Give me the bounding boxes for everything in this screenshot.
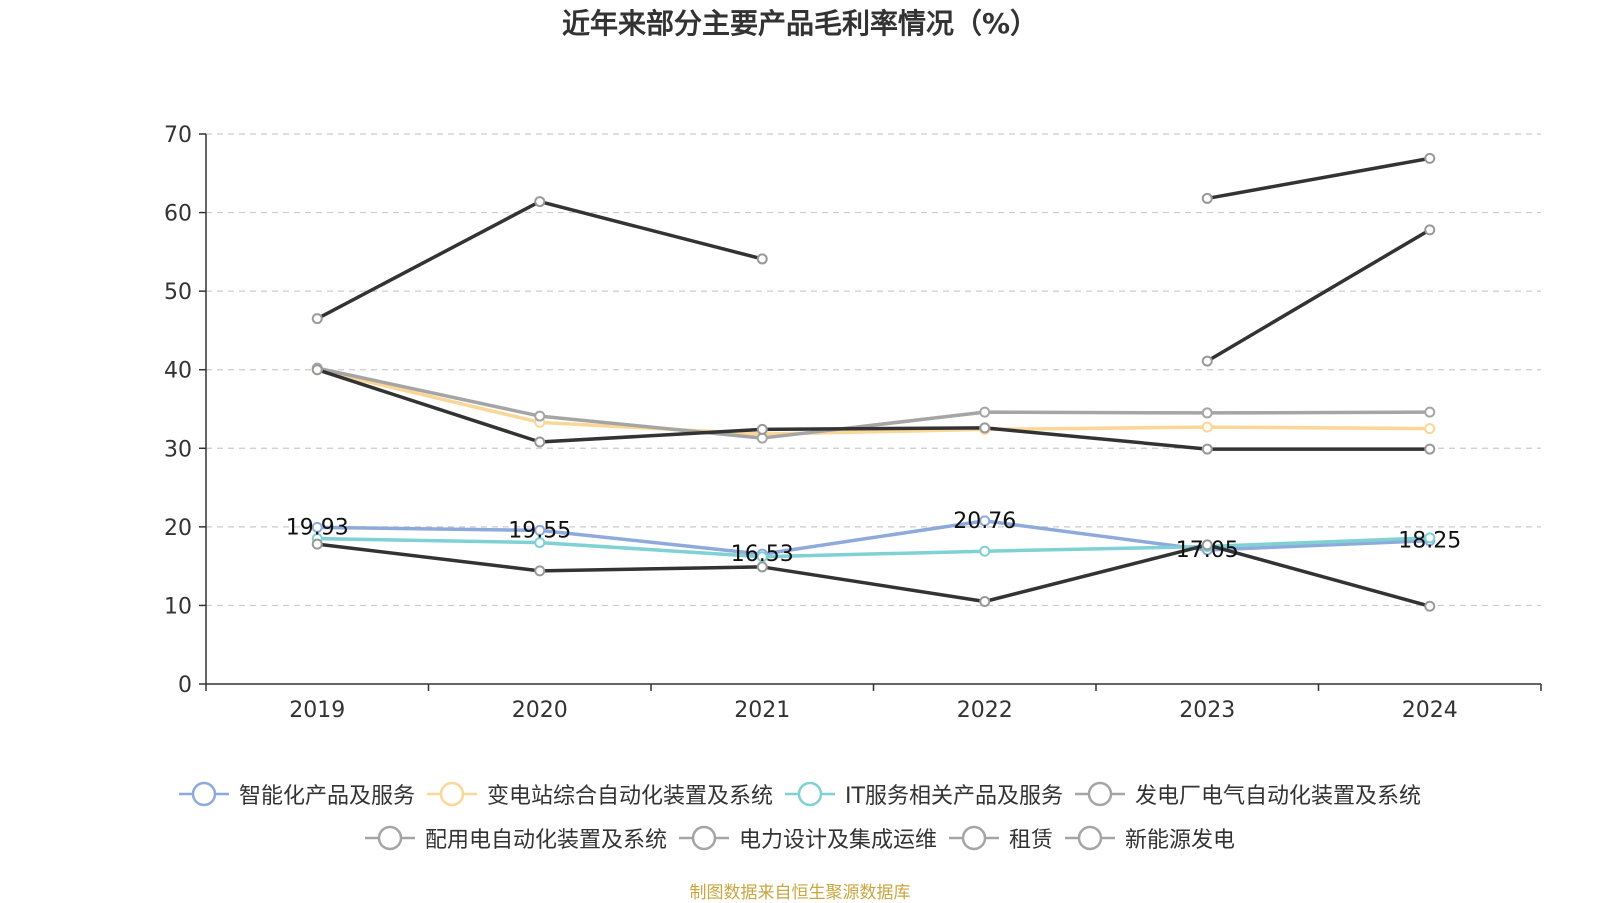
data-point bbox=[311, 364, 323, 376]
legend-label: 配用电自动化装置及系统 bbox=[424, 828, 667, 853]
legend-line-circle-icon bbox=[179, 781, 229, 807]
data-point bbox=[979, 406, 991, 418]
data-label: 19.93 bbox=[286, 515, 349, 540]
data-point bbox=[979, 422, 991, 434]
axes: 0 10 20 30 40 50 60 70 2019 2020 2021 2022 2023 2024 bbox=[164, 123, 1542, 723]
x-tick-label: 2019 bbox=[289, 698, 345, 723]
legend-label: 租赁 bbox=[1009, 828, 1054, 853]
y-tick-label: 70 bbox=[164, 123, 192, 148]
x-tick-label: 2020 bbox=[512, 698, 568, 723]
data-point bbox=[1201, 407, 1213, 419]
series-lines bbox=[315, 156, 1432, 608]
data-point bbox=[1201, 443, 1213, 455]
y-tick-label: 50 bbox=[164, 280, 192, 305]
series-line-6 bbox=[1205, 156, 1432, 201]
data-point bbox=[534, 537, 546, 549]
legend-line-circle-icon bbox=[785, 781, 836, 807]
grid-lines bbox=[206, 133, 1541, 607]
data-point bbox=[1424, 532, 1436, 544]
legend-item[interactable]: 配用电自动化装置及系统 bbox=[364, 822, 667, 854]
data-point bbox=[979, 515, 991, 527]
y-tick-label: 0 bbox=[178, 673, 192, 698]
data-point bbox=[534, 436, 546, 448]
data-points bbox=[311, 152, 1436, 612]
x-tick-label: 2021 bbox=[734, 698, 790, 723]
data-label: 18.25 bbox=[1398, 529, 1461, 554]
legend-line-circle-icon bbox=[1074, 781, 1125, 807]
legend-label: 电力设计及集成运维 bbox=[738, 828, 937, 853]
y-tick-label: 20 bbox=[164, 516, 192, 541]
series-line-2 bbox=[315, 536, 1432, 559]
data-point bbox=[979, 596, 991, 607]
series-line-3 bbox=[315, 366, 1432, 440]
data-point bbox=[756, 423, 768, 435]
legend: 智能化产品及服务 变电站综合自动化装置及系统 IT服务相关产品及服务 发电厂电气自动化… bbox=[0, 772, 1600, 860]
data-point bbox=[534, 410, 546, 422]
series-line-5 bbox=[315, 542, 1432, 608]
legend-item[interactable]: 智能化产品及服务 bbox=[179, 778, 415, 810]
legend-line-circle-icon bbox=[678, 825, 729, 851]
legend-line-circle-icon bbox=[364, 825, 415, 851]
data-point bbox=[1424, 423, 1436, 435]
x-tick-label: 2024 bbox=[1402, 698, 1458, 723]
data-point bbox=[1424, 443, 1436, 455]
x-tick-label: 2022 bbox=[957, 698, 1013, 723]
data-point bbox=[1424, 152, 1436, 164]
data-point bbox=[1424, 224, 1436, 236]
chart-title: 近年来部分主要产品毛利率情况（%） bbox=[561, 7, 1039, 40]
data-point bbox=[1424, 406, 1436, 418]
legend-line-circle-icon bbox=[1065, 825, 1116, 851]
data-point bbox=[311, 521, 323, 533]
legend-label: IT服务相关产品及服务 bbox=[845, 784, 1063, 809]
data-labels: 19.93 19.55 16.53 20.76 17.05 18.25 bbox=[286, 509, 1461, 567]
source-note: 制图数据来自恒生聚源数据库 bbox=[689, 883, 911, 903]
data-point bbox=[756, 253, 768, 265]
data-point bbox=[1201, 192, 1213, 204]
series-line-1 bbox=[315, 367, 1432, 436]
series-line-0 bbox=[315, 519, 1432, 556]
y-tick-label: 60 bbox=[164, 202, 192, 227]
y-tick-label: 30 bbox=[164, 437, 192, 462]
y-tick-label: 40 bbox=[164, 359, 192, 384]
data-point bbox=[1201, 539, 1213, 551]
legend-line-circle-icon bbox=[427, 781, 478, 807]
legend-row: 智能化产品及服务 变电站综合自动化装置及系统 IT服务相关产品及服务 发电厂电气自动化… bbox=[0, 772, 1600, 816]
data-label: 16.53 bbox=[731, 542, 794, 567]
data-label: 17.05 bbox=[1176, 538, 1239, 563]
legend-label: 发电厂电气自动化装置及系统 bbox=[1134, 784, 1421, 809]
series-line-6 bbox=[315, 199, 764, 321]
x-tick-label: 2023 bbox=[1179, 698, 1235, 723]
data-point bbox=[534, 524, 546, 536]
data-point bbox=[979, 545, 991, 557]
legend-item[interactable]: 新能源发电 bbox=[1065, 822, 1235, 854]
data-point bbox=[311, 538, 323, 550]
data-point bbox=[1201, 355, 1213, 367]
data-point bbox=[534, 196, 546, 208]
y-tick-label: 10 bbox=[164, 594, 192, 619]
data-point bbox=[756, 561, 768, 573]
series-line-4 bbox=[315, 367, 1432, 451]
data-point bbox=[534, 565, 546, 577]
data-point bbox=[311, 313, 323, 325]
data-point bbox=[1424, 600, 1436, 612]
legend-item[interactable]: 电力设计及集成运维 bbox=[678, 822, 937, 854]
data-point bbox=[1201, 421, 1213, 433]
series-line-7 bbox=[1205, 228, 1432, 363]
legend-item[interactable]: 发电厂电气自动化装置及系统 bbox=[1074, 778, 1421, 810]
legend-label: 新能源发电 bbox=[1125, 828, 1236, 853]
legend-item[interactable]: 变电站综合自动化装置及系统 bbox=[427, 778, 773, 810]
data-point bbox=[756, 551, 768, 563]
data-label: 19.55 bbox=[508, 518, 571, 543]
legend-item[interactable]: 租赁 bbox=[949, 822, 1053, 854]
legend-label: 变电站综合自动化装置及系统 bbox=[487, 784, 774, 809]
legend-label: 智能化产品及服务 bbox=[239, 784, 416, 809]
legend-item[interactable]: IT服务相关产品及服务 bbox=[785, 778, 1063, 810]
data-label: 20.76 bbox=[953, 509, 1016, 534]
legend-line-circle-icon bbox=[949, 825, 999, 851]
legend-row: 配用电自动化装置及系统 电力设计及集成运维 租赁 新能源发电 bbox=[0, 816, 1600, 860]
